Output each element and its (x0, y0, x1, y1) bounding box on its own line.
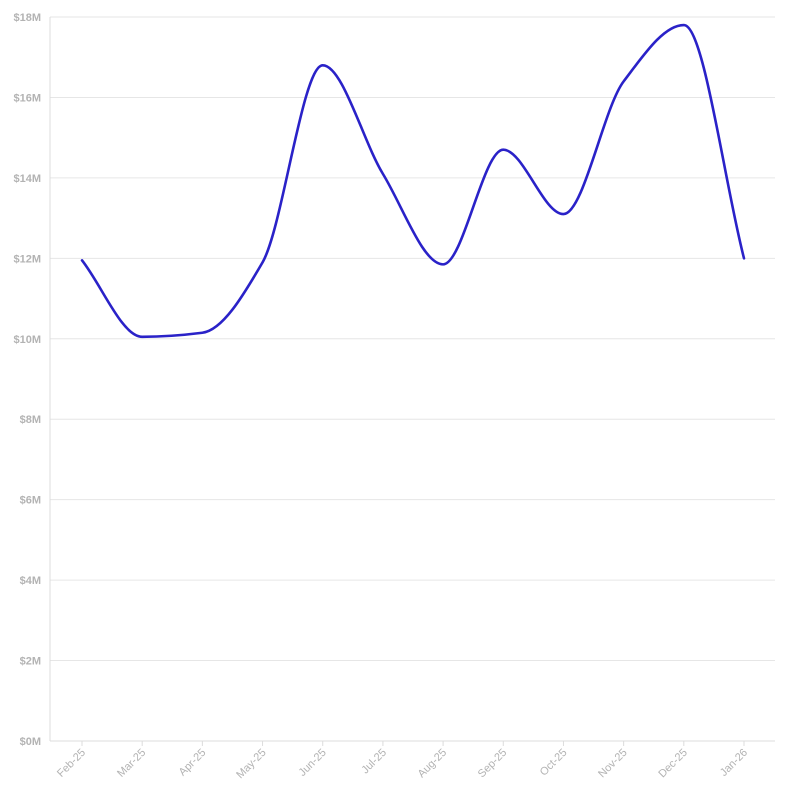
y-tick-label: $12M (13, 253, 41, 265)
x-tick-label: Apr-25 (177, 747, 209, 779)
y-tick-label: $2M (20, 656, 41, 668)
x-tick-label: Aug-25 (416, 747, 450, 781)
x-tick-label: Sep-25 (476, 747, 510, 781)
x-tick-label: Nov-25 (596, 747, 630, 781)
x-tick-label: Mar-25 (115, 747, 148, 780)
y-tick-label: $16M (13, 92, 41, 104)
x-tick-label: May-25 (234, 747, 268, 781)
y-tick-label: $0M (20, 736, 41, 748)
x-tick-label: Jul-25 (359, 747, 389, 777)
y-tick-label: $18M (13, 12, 41, 24)
axes (49, 17, 775, 746)
y-tick-label: $14M (13, 173, 41, 185)
x-tick-label: Jan-26 (718, 747, 750, 779)
series-layer (80, 23, 746, 339)
gridlines (50, 16, 775, 662)
y-tick-label: $8M (20, 414, 41, 426)
x-tick-label: Jun-25 (297, 747, 329, 779)
y-tick-label: $10M (13, 334, 41, 346)
series-line-1 (80, 23, 746, 339)
y-tick-label: $6M (20, 495, 41, 507)
x-tick-label: Feb-25 (55, 747, 88, 780)
y-axis-tick-labels: $0M $2M $4M $6M $8M $10M $12M $14M $16M $18M (13, 12, 41, 748)
x-axis-tick-labels: Feb-25 Mar-25 Apr-25 May-25 Jun-25 Jul-25 Aug-… (55, 747, 750, 781)
y-tick-label: $4M (20, 575, 41, 587)
x-tick-label: Dec-25 (656, 747, 690, 781)
x-tick-label: Oct-25 (538, 747, 570, 779)
